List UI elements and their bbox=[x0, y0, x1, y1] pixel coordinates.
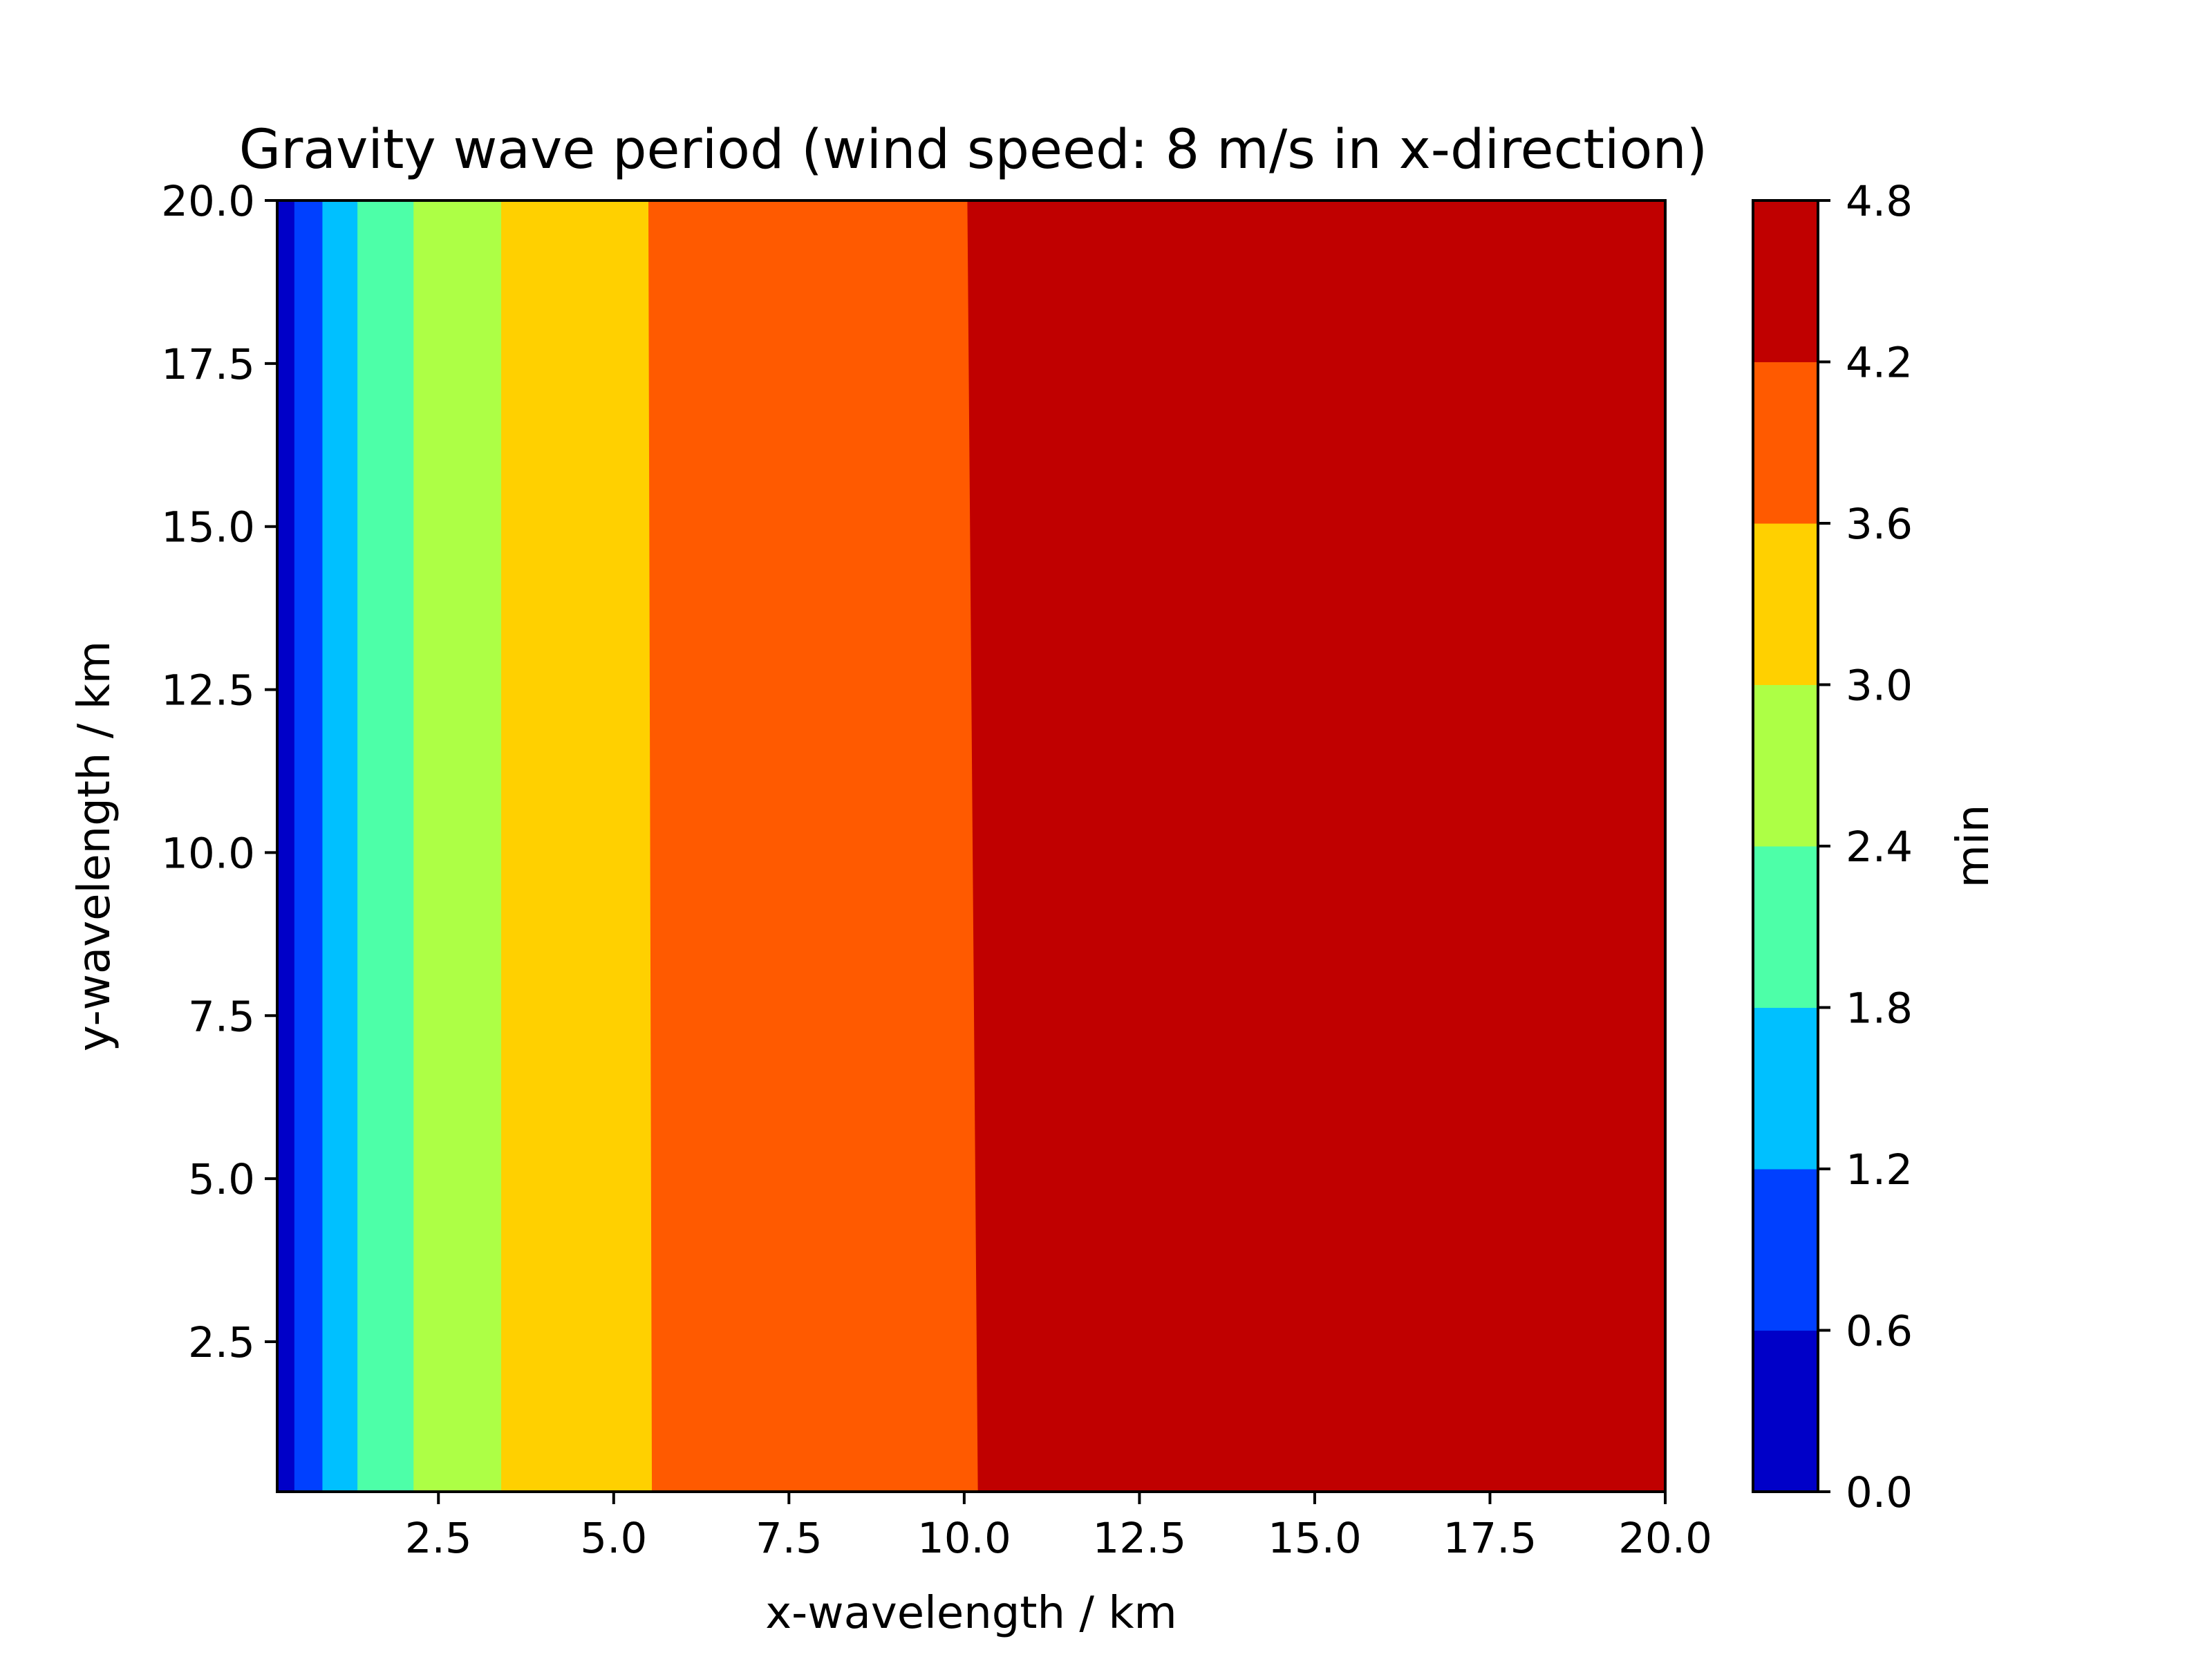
contour-band-2 bbox=[322, 200, 359, 1492]
x-axis-label: x-wavelength / km bbox=[765, 1588, 1177, 1639]
contour-band-0 bbox=[276, 200, 295, 1492]
y-tick-label: 15.0 bbox=[161, 503, 255, 552]
colorbar-tick-label: 4.2 bbox=[1846, 339, 1913, 388]
colorbar-segment-4 bbox=[1753, 684, 1818, 847]
x-tick-label: 12.5 bbox=[1092, 1514, 1186, 1563]
colorbar-tick-label: 1.2 bbox=[1846, 1145, 1913, 1194]
colorbar-segment-0 bbox=[1753, 1330, 1818, 1492]
x-tick-label: 10.0 bbox=[917, 1514, 1011, 1563]
colorbar-tick-label: 4.8 bbox=[1846, 177, 1913, 226]
x-tick-label: 7.5 bbox=[756, 1514, 823, 1563]
contour-band-1 bbox=[294, 200, 324, 1492]
y-tick-label: 7.5 bbox=[188, 992, 255, 1041]
colorbar-tick-label: 0.6 bbox=[1846, 1307, 1913, 1356]
chart-title: Gravity wave period (wind speed: 8 m/s i… bbox=[239, 119, 1707, 181]
colorbar-tick-label: 3.6 bbox=[1846, 500, 1913, 549]
colorbar-tick-label: 3.0 bbox=[1846, 662, 1913, 711]
colorbar bbox=[1753, 200, 1818, 1492]
contour-plot-area bbox=[276, 200, 1666, 1492]
y-tick-label: 17.5 bbox=[161, 340, 255, 389]
colorbar-segment-7 bbox=[1753, 200, 1818, 362]
contour-band-6 bbox=[648, 200, 979, 1492]
contour-band-7 bbox=[967, 200, 1666, 1492]
y-tick-label: 2.5 bbox=[188, 1318, 255, 1367]
contour-band-5 bbox=[501, 200, 653, 1492]
colorbar-tick-label: 0.0 bbox=[1846, 1468, 1913, 1517]
x-tick-label: 15.0 bbox=[1268, 1514, 1362, 1563]
contour-band-4 bbox=[413, 200, 503, 1492]
y-tick-label: 10.0 bbox=[161, 829, 255, 878]
y-tick-label: 12.5 bbox=[161, 666, 255, 715]
colorbar-label: min bbox=[1948, 805, 1999, 888]
contour-band-3 bbox=[357, 200, 415, 1492]
y-tick-label: 20.0 bbox=[161, 177, 255, 226]
x-tick-label: 17.5 bbox=[1443, 1514, 1537, 1563]
x-tick-label: 5.0 bbox=[580, 1514, 647, 1563]
colorbar-segment-5 bbox=[1753, 523, 1818, 685]
plot-frame bbox=[276, 199, 1667, 1493]
colorbar-segment-3 bbox=[1753, 846, 1818, 1008]
x-tick-label: 20.0 bbox=[1618, 1514, 1712, 1563]
y-tick-label: 5.0 bbox=[188, 1155, 255, 1204]
colorbar-segment-6 bbox=[1753, 362, 1818, 524]
y-axis-ticks: 2.5 5.0 7.5 10.0 12.5 15.0 17.5 20.0 bbox=[161, 177, 277, 1367]
x-tick-label: 2.5 bbox=[405, 1514, 472, 1563]
colorbar-tick-label: 1.8 bbox=[1846, 984, 1913, 1033]
y-axis-label: y-wavelength / km bbox=[69, 641, 120, 1051]
colorbar-tick-label: 2.4 bbox=[1846, 823, 1913, 872]
colorbar-ticks: 0.0 0.6 1.2 1.8 2.4 3.0 3.6 4.2 4.8 bbox=[1818, 177, 1913, 1517]
x-axis-ticks: 2.5 5.0 7.5 10.0 12.5 15.0 17.5 20.0 bbox=[405, 1492, 1712, 1563]
colorbar-segment-2 bbox=[1753, 1007, 1818, 1170]
colorbar-segment-1 bbox=[1753, 1169, 1818, 1331]
